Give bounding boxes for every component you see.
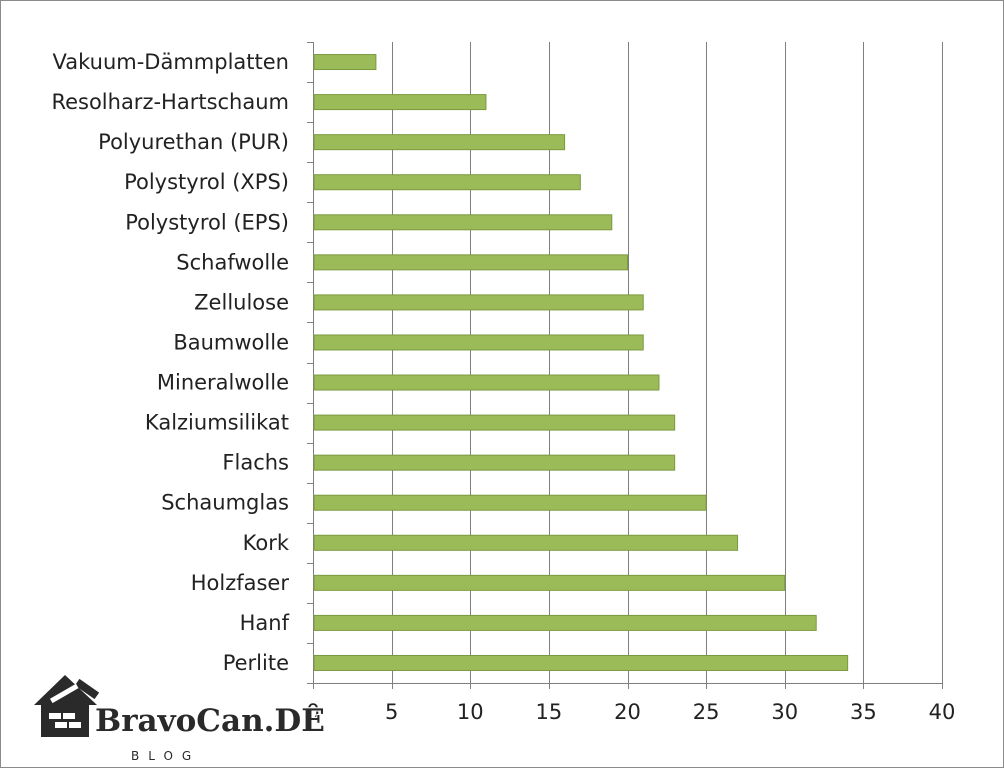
category-label: Mineralwolle [157, 371, 289, 395]
category-label: Zellulose [194, 290, 289, 314]
category-label: Schaumglas [161, 491, 289, 515]
bar [313, 174, 581, 191]
category-label: Hanf [240, 611, 290, 635]
category-labels: Vakuum-Dämmplatten Resolharz-Hartschaum Po… [51, 50, 289, 675]
bar [313, 214, 613, 231]
bar [313, 494, 707, 511]
bar [313, 574, 786, 591]
bar [313, 294, 644, 311]
watermark-logo: BravoCan.DE BLOG [31, 669, 325, 769]
bar [313, 334, 644, 351]
x-tick-label: 5 [385, 700, 398, 724]
x-tick-label: 15 [536, 700, 563, 724]
x-tick-label: 10 [457, 700, 484, 724]
bar [313, 134, 566, 151]
category-label: Polyurethan (PUR) [98, 130, 289, 154]
bar [313, 534, 739, 551]
bar [313, 454, 676, 471]
bar [313, 414, 676, 431]
category-label: Perlite [223, 651, 289, 675]
category-label: Schafwolle [176, 250, 289, 274]
bar [313, 94, 487, 111]
x-tick-label: 0 [306, 700, 319, 724]
bar [313, 54, 377, 71]
x-tick-label: 40 [929, 700, 956, 724]
x-tick-label: 35 [850, 700, 877, 724]
category-label: Kork [243, 531, 290, 555]
x-tick-label: 30 [771, 700, 798, 724]
category-label: Vakuum-Dämmplatten [53, 50, 289, 74]
category-label: Polystyrol (EPS) [125, 210, 289, 234]
category-label: Polystyrol (XPS) [124, 170, 289, 194]
category-label: Baumwolle [173, 330, 289, 354]
bars [313, 54, 849, 671]
bar [313, 614, 817, 631]
watermark-sub: BLOG [131, 749, 201, 763]
category-label: Flachs [222, 451, 289, 475]
bar [313, 374, 660, 391]
house-hammer-icon [34, 675, 100, 737]
x-tick-label: 25 [693, 700, 720, 724]
bar [313, 254, 628, 271]
category-label: Resolharz-Hartschaum [51, 90, 289, 114]
category-label: Kalziumsilikat [145, 411, 289, 435]
x-tick-labels: 0 5 10 15 20 25 30 35 40 [306, 700, 955, 724]
x-tick-label: 20 [614, 700, 641, 724]
category-label: Holzfaser [191, 571, 290, 595]
bar [313, 654, 849, 671]
watermark-brand: BravoCan.DE [95, 703, 325, 739]
